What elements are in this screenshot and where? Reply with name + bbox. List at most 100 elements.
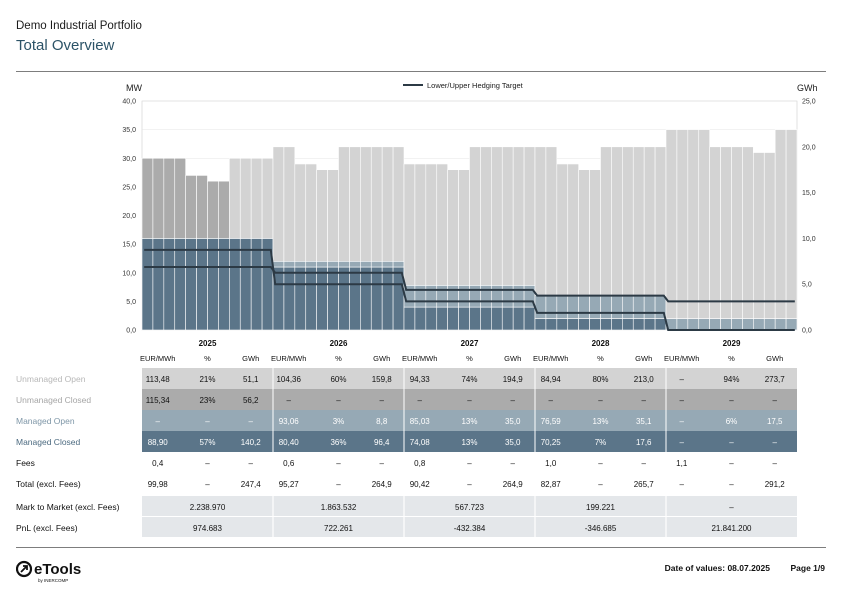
page-title: Total Overview [16, 37, 115, 54]
y-tick-left: 10,0 [122, 270, 136, 277]
table-cell: 8,8 [376, 417, 388, 426]
year-label: 2028 [592, 339, 610, 348]
summary-label: PnL (excl. Fees) [16, 523, 78, 533]
bar-managed-closed [556, 318, 569, 331]
bar-managed-closed [294, 266, 307, 331]
bar-unmanaged-open [403, 163, 416, 286]
bar-unmanaged-open [229, 157, 241, 239]
table-row-bg [142, 389, 797, 410]
bar-managed-open [283, 261, 296, 268]
table-cell: 0,4 [152, 459, 164, 468]
column-header: % [204, 354, 211, 363]
summary-value: 722.261 [324, 524, 353, 533]
bar-managed-closed [327, 266, 339, 331]
bar-unmanaged-open [261, 157, 274, 239]
bar-unmanaged-open [272, 146, 285, 262]
table-cell: 56,2 [243, 396, 259, 405]
bar-managed-open [534, 295, 547, 319]
bar-unmanaged-open [360, 146, 372, 262]
bar-managed-open [774, 318, 787, 331]
bar-managed-open [272, 261, 285, 268]
bar-managed-open [622, 295, 634, 319]
bar-unmanaged-open [731, 146, 743, 319]
bar-unmanaged-open [458, 169, 470, 286]
hedge-lower-line [144, 248, 795, 331]
column-header: GWh [766, 354, 783, 363]
bar-managed-closed [425, 306, 438, 331]
bar-unmanaged-open [632, 146, 645, 296]
table-cell: 96,4 [374, 438, 390, 447]
bar-managed-open [578, 295, 590, 319]
bar-managed-open [687, 318, 700, 331]
bar-managed-closed [360, 266, 372, 331]
hedging-chart: 0,0 5,0 10,0 15,0 20,0 25,0 30,0 35,0 40,0 0,0 5,0… [16, 81, 818, 537]
table-cell: 13% [592, 417, 608, 426]
bar-unmanaged-open [600, 146, 612, 296]
row-label: Unmanaged Open [16, 374, 86, 384]
bar-managed-closed [447, 306, 459, 331]
bar-managed-open [316, 261, 328, 268]
table-cell: – [417, 396, 422, 405]
table-cell: 80% [592, 375, 608, 384]
bar-unmanaged-closed [196, 175, 208, 239]
table-cell: 85,03 [410, 417, 431, 426]
bar-unmanaged-open [305, 163, 317, 262]
table-cell: – [336, 480, 341, 489]
table-cell: 3% [333, 417, 345, 426]
y-tick-left: 30,0 [122, 156, 136, 163]
bar-unmanaged-closed [141, 157, 154, 239]
bar-managed-closed [250, 238, 263, 331]
bar-managed-open [338, 261, 350, 268]
bar-unmanaged-closed [207, 180, 219, 239]
bar-unmanaged-closed [152, 157, 165, 239]
bar-unmanaged-open [327, 169, 339, 262]
table-cell: – [729, 396, 734, 405]
table-cell: 21% [199, 375, 215, 384]
table-cell: – [336, 396, 341, 405]
bar-managed-closed [414, 306, 427, 331]
table-cell: 264,9 [372, 480, 393, 489]
summary-value: 567.723 [455, 503, 484, 512]
table-cell: – [642, 396, 647, 405]
hedge-upper-line [144, 266, 795, 303]
table-cell: – [380, 459, 385, 468]
y-tick-left: 15,0 [122, 242, 136, 249]
page-number: Page 1/9 [790, 563, 826, 573]
bar-unmanaged-open [523, 146, 536, 286]
bar-managed-open [632, 295, 645, 319]
bar-managed-closed [283, 266, 296, 331]
table-cell: 7% [595, 438, 607, 447]
table-cell: 1,1 [676, 459, 688, 468]
bar-unmanaged-open [763, 152, 776, 319]
bar-managed-open [676, 318, 689, 331]
bar-managed-closed [600, 318, 612, 331]
table-cell: 17,5 [767, 417, 783, 426]
column-header: % [728, 354, 735, 363]
y-tick-right: 10,0 [802, 236, 816, 243]
table-cell: – [679, 417, 684, 426]
summary-value: – [729, 503, 734, 512]
bar-managed-open [469, 285, 481, 308]
table-cell: – [679, 396, 684, 405]
bar-managed-open [370, 261, 383, 268]
bar-managed-open [600, 295, 612, 319]
bar-unmanaged-closed [218, 180, 230, 239]
bar-managed-open [763, 318, 776, 331]
bar-unmanaged-open [643, 146, 656, 296]
column-header: EUR/MWh [533, 354, 568, 363]
bar-unmanaged-open [534, 146, 547, 296]
bar-managed-closed [534, 318, 547, 331]
bar-unmanaged-open [698, 129, 710, 319]
table-cell: 74% [461, 375, 477, 384]
summary-value: -432.384 [454, 524, 486, 533]
bar-unmanaged-open [425, 163, 438, 286]
table-cell: 265,7 [634, 480, 655, 489]
table-cell: 76,59 [541, 417, 562, 426]
table-cell: – [642, 459, 647, 468]
bar-managed-open [294, 261, 307, 268]
table-cell: 213,0 [634, 375, 655, 384]
bar-unmanaged-open [392, 146, 405, 262]
bar-unmanaged-open [294, 163, 307, 262]
bar-managed-closed [491, 306, 503, 331]
table-row-bg [142, 431, 797, 452]
